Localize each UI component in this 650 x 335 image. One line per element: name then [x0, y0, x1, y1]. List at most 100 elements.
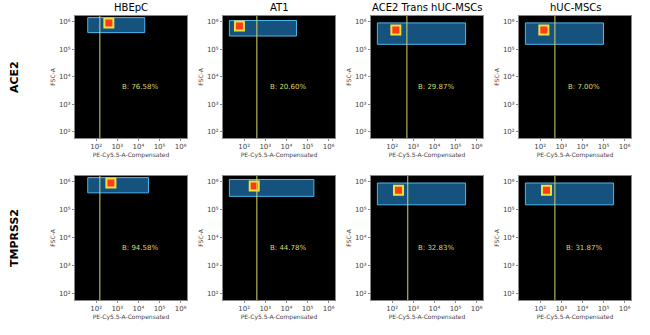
svg-text:10⁴: 10⁴ [503, 73, 515, 81]
svg-text:10⁵: 10⁵ [154, 143, 166, 151]
svg-text:10⁴: 10⁴ [577, 305, 589, 313]
svg-text:HBEpC: HBEpC [114, 2, 148, 13]
svg-text:10⁶: 10⁶ [355, 18, 367, 26]
svg-text:10⁵: 10⁵ [302, 305, 314, 313]
svg-text:10⁵: 10⁵ [59, 46, 71, 54]
svg-text:ACE2: ACE2 [8, 61, 21, 93]
svg-text:10⁴: 10⁴ [503, 234, 515, 242]
svg-text:10³: 10³ [407, 305, 419, 313]
svg-text:10⁶: 10⁶ [59, 18, 71, 26]
svg-text:10⁵: 10⁵ [598, 143, 610, 151]
svg-text:10²: 10² [238, 305, 250, 313]
svg-text:PE-Cy5.5-A-Compensated: PE-Cy5.5-A-Compensated [241, 313, 318, 321]
svg-text:AT1: AT1 [270, 2, 289, 13]
svg-text:10⁵: 10⁵ [503, 46, 515, 54]
svg-text:10⁴: 10⁴ [133, 143, 145, 151]
svg-text:10⁵: 10⁵ [207, 46, 219, 54]
svg-text:10⁴: 10⁴ [281, 305, 293, 313]
svg-text:10³: 10³ [111, 143, 123, 151]
svg-text:10⁶: 10⁶ [355, 178, 367, 186]
svg-text:10³: 10³ [207, 101, 219, 109]
svg-text:B: 44.78%: B: 44.78% [270, 244, 306, 252]
svg-text:10³: 10³ [407, 143, 419, 151]
svg-text:10⁶: 10⁶ [471, 305, 483, 313]
svg-text:10²: 10² [90, 305, 102, 313]
svg-text:10³: 10³ [355, 262, 367, 270]
svg-text:10⁴: 10⁴ [355, 73, 367, 81]
svg-text:FSC-A: FSC-A [493, 228, 500, 246]
svg-text:10⁶: 10⁶ [619, 143, 631, 151]
svg-text:10⁵: 10⁵ [503, 206, 515, 214]
svg-text:10²: 10² [386, 143, 398, 151]
svg-text:B: 29.87%: B: 29.87% [418, 83, 454, 91]
svg-text:10³: 10³ [503, 101, 515, 109]
svg-text:10⁴: 10⁴ [577, 143, 589, 151]
svg-text:10⁵: 10⁵ [154, 305, 166, 313]
svg-text:10³: 10³ [259, 305, 271, 313]
svg-text:ACE2 Trans hUC-MSCs: ACE2 Trans hUC-MSCs [372, 2, 483, 13]
svg-text:10⁵: 10⁵ [450, 305, 462, 313]
svg-text:10⁴: 10⁴ [207, 234, 219, 242]
svg-text:B: 76.58%: B: 76.58% [122, 83, 158, 91]
svg-text:10⁵: 10⁵ [598, 305, 610, 313]
svg-text:10³: 10³ [59, 262, 71, 270]
svg-text:10⁴: 10⁴ [429, 143, 441, 151]
svg-text:10⁶: 10⁶ [175, 143, 187, 151]
svg-text:B: 7.00%: B: 7.00% [568, 83, 600, 91]
svg-text:10²: 10² [238, 143, 250, 151]
svg-text:10⁶: 10⁶ [503, 18, 515, 26]
svg-text:10⁵: 10⁵ [302, 143, 314, 151]
svg-text:10²: 10² [503, 128, 515, 136]
svg-text:10²: 10² [207, 290, 219, 298]
svg-text:10⁶: 10⁶ [175, 305, 187, 313]
svg-text:10²: 10² [59, 128, 71, 136]
svg-text:10⁴: 10⁴ [59, 73, 71, 81]
svg-text:10²: 10² [207, 128, 219, 136]
svg-text:FSC-A: FSC-A [197, 228, 204, 246]
svg-text:PE-Cy5.5-A-Compensated: PE-Cy5.5-A-Compensated [93, 151, 170, 159]
svg-text:10⁴: 10⁴ [59, 234, 71, 242]
svg-text:B: 31.87%: B: 31.87% [566, 244, 602, 252]
svg-text:10³: 10³ [59, 101, 71, 109]
svg-text:PE-Cy5.5-A-Compensated: PE-Cy5.5-A-Compensated [93, 313, 170, 321]
svg-text:10²: 10² [386, 305, 398, 313]
svg-text:10⁵: 10⁵ [355, 206, 367, 214]
svg-text:B: 20.60%: B: 20.60% [270, 83, 306, 91]
svg-text:B: 94.58%: B: 94.58% [122, 244, 158, 252]
svg-text:10⁵: 10⁵ [59, 206, 71, 214]
svg-text:10⁴: 10⁴ [355, 234, 367, 242]
svg-text:10³: 10³ [111, 305, 123, 313]
svg-text:FSC-A: FSC-A [493, 67, 500, 85]
svg-text:10³: 10³ [207, 262, 219, 270]
svg-text:10⁴: 10⁴ [133, 305, 145, 313]
svg-text:10²: 10² [355, 128, 367, 136]
svg-text:10²: 10² [503, 290, 515, 298]
svg-text:10⁴: 10⁴ [429, 305, 441, 313]
svg-text:10⁵: 10⁵ [450, 143, 462, 151]
svg-text:10⁶: 10⁶ [503, 178, 515, 186]
svg-text:PE-Cy5.5-A-Compensated: PE-Cy5.5-A-Compensated [389, 151, 466, 159]
svg-text:10⁶: 10⁶ [619, 305, 631, 313]
svg-text:10²: 10² [59, 290, 71, 298]
svg-text:10⁴: 10⁴ [281, 143, 293, 151]
svg-text:10³: 10³ [555, 305, 567, 313]
svg-text:10²: 10² [90, 143, 102, 151]
svg-text:10²: 10² [355, 290, 367, 298]
svg-text:10⁶: 10⁶ [471, 143, 483, 151]
svg-text:FSC-A: FSC-A [197, 67, 204, 85]
svg-text:FSC-A: FSC-A [345, 67, 352, 85]
svg-text:hUC-MSCs: hUC-MSCs [550, 2, 601, 13]
svg-text:PE-Cy5.5-A-Compensated: PE-Cy5.5-A-Compensated [389, 313, 466, 321]
svg-text:10⁵: 10⁵ [355, 46, 367, 54]
svg-text:10⁶: 10⁶ [207, 18, 219, 26]
svg-text:10²: 10² [534, 143, 546, 151]
svg-text:10³: 10³ [259, 143, 271, 151]
svg-text:FSC-A: FSC-A [49, 67, 56, 85]
svg-text:10⁶: 10⁶ [323, 143, 335, 151]
svg-text:10³: 10³ [355, 101, 367, 109]
svg-text:10⁵: 10⁵ [207, 206, 219, 214]
svg-text:PE-Cy5.5-A-Compensated: PE-Cy5.5-A-Compensated [241, 151, 318, 159]
svg-text:PE-Cy5.5-A-Compensated: PE-Cy5.5-A-Compensated [537, 313, 614, 321]
svg-text:FSC-A: FSC-A [49, 228, 56, 246]
svg-text:10⁶: 10⁶ [323, 305, 335, 313]
